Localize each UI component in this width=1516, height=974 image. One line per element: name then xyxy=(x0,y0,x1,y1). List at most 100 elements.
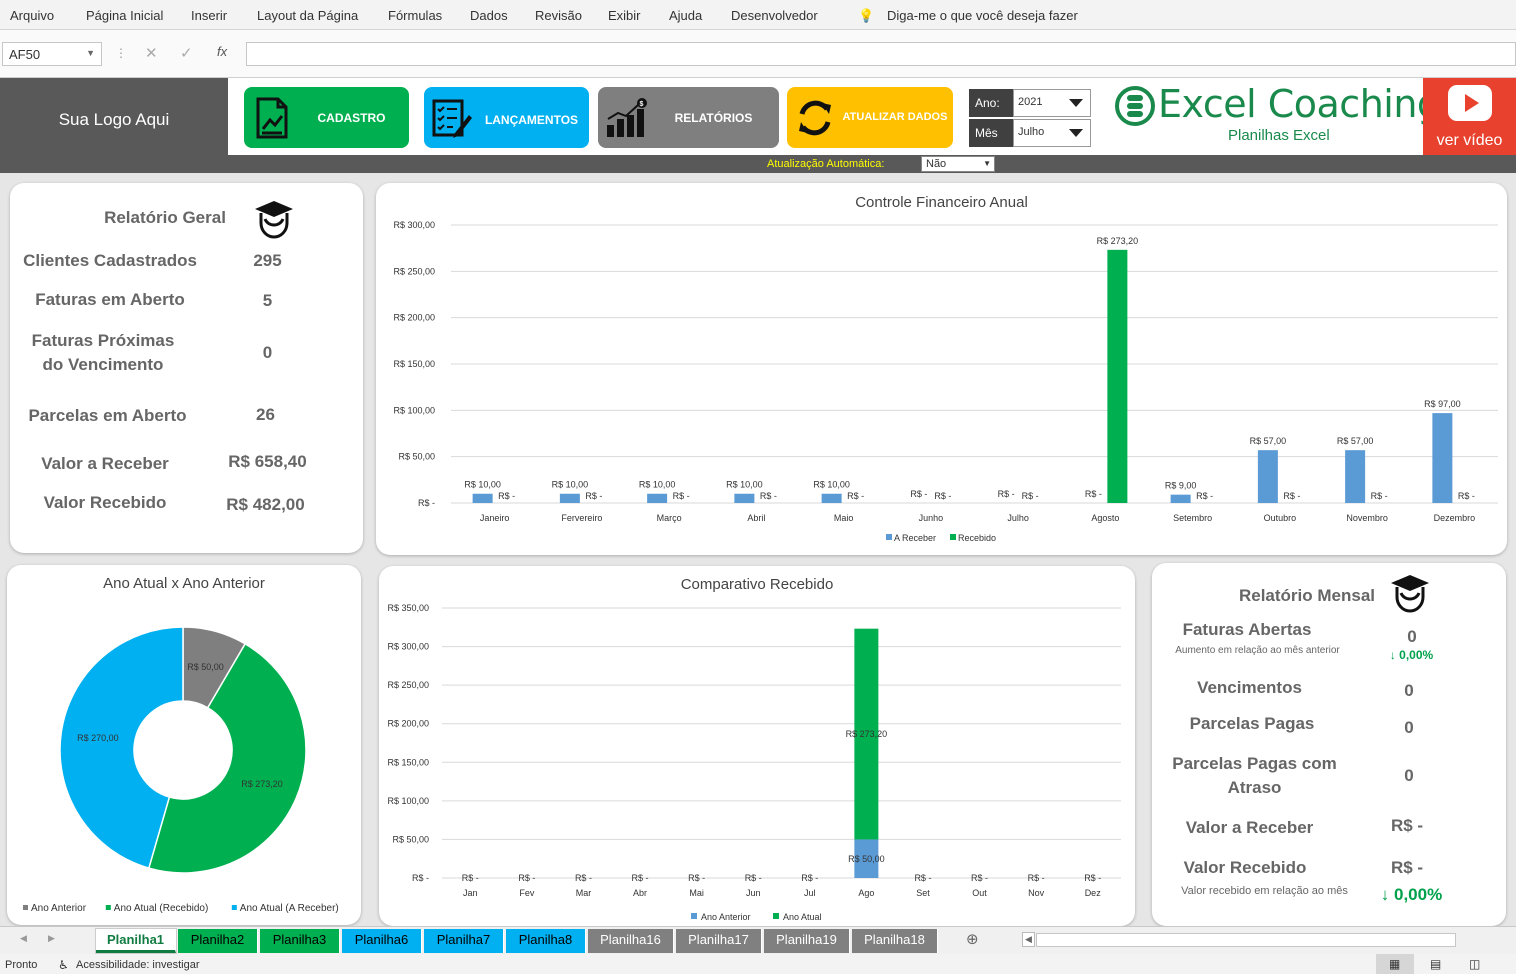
menu-revisao[interactable]: Revisão xyxy=(535,8,582,23)
chevron-down-icon[interactable]: ▼ xyxy=(983,159,991,168)
cancel-icon[interactable]: ✕ xyxy=(145,44,158,62)
data-label: R$ - xyxy=(688,873,705,883)
menu-layout[interactable]: Layout da Página xyxy=(257,8,358,23)
valor-recebido-label: Valor Recebido xyxy=(20,491,190,515)
sheet-tab-planilha3[interactable]: Planilha3 xyxy=(260,929,340,953)
grid-icon: ▦ xyxy=(1389,957,1400,971)
vencimentos-label: Vencimentos xyxy=(1172,676,1327,700)
sheet-tab-planilha17[interactable]: Planilha17 xyxy=(676,929,762,953)
lancamentos-button[interactable]: LANÇAMENTOS xyxy=(424,87,589,148)
y-tick-label: R$ 100,00 xyxy=(387,796,429,806)
cadastro-button[interactable]: CADASTRO xyxy=(244,87,409,148)
menu-arquivo[interactable]: Arquivo xyxy=(10,8,54,23)
chevron-down-icon[interactable] xyxy=(1069,99,1083,107)
ver-video-button[interactable]: ver vídeo xyxy=(1423,78,1516,155)
x-tick-label: Ago xyxy=(858,888,874,898)
x-tick-label: Novembro xyxy=(1346,513,1388,523)
chevron-down-icon[interactable] xyxy=(1069,129,1083,137)
add-sheet-icon[interactable]: ⊕ xyxy=(966,930,979,948)
sheet-tab-planilha8[interactable]: Planilha8 xyxy=(506,929,586,953)
name-box[interactable]: AF50 ▼ xyxy=(2,42,102,66)
bar-recebido xyxy=(1107,250,1127,503)
data-label: R$ - xyxy=(760,491,777,501)
data-label: R$ 270,00 xyxy=(77,733,119,743)
brand-name: Excel Coaching xyxy=(1158,82,1441,126)
sheet-tab-planilha7[interactable]: Planilha7 xyxy=(424,929,504,953)
y-tick-label: R$ 350,00 xyxy=(387,603,429,613)
y-tick-label: R$ 250,00 xyxy=(387,680,429,690)
sheet-tab-planilha19[interactable]: Planilha19 xyxy=(764,929,850,953)
chevron-down-icon[interactable]: ▼ xyxy=(86,48,95,58)
data-label: R$ - xyxy=(518,873,535,883)
data-label: R$ - xyxy=(1458,491,1475,501)
menu-ajuda[interactable]: Ajuda xyxy=(669,8,702,23)
formula-input[interactable] xyxy=(246,42,1516,66)
clientes-cadastrados-value: 295 xyxy=(220,251,315,271)
svg-text:$: $ xyxy=(640,101,644,108)
sheet-tab-planilha16[interactable]: Planilha16 xyxy=(588,929,674,953)
legend-entry: Ano Anterior xyxy=(701,912,751,922)
menu-dados[interactable]: Dados xyxy=(470,8,508,23)
valor-recebido-mensal-value: R$ - xyxy=(1372,858,1442,878)
data-label: R$ 50,00 xyxy=(848,854,885,864)
data-label: R$ - xyxy=(585,491,602,501)
data-label: R$ - xyxy=(1085,489,1102,499)
sheet-tab-planilha18[interactable]: Planilha18 xyxy=(852,929,938,953)
data-label: R$ 10,00 xyxy=(639,480,676,490)
bar-a-receber xyxy=(1171,495,1191,503)
more-icon: ⋮ xyxy=(115,46,127,60)
y-tick-label: R$ - xyxy=(418,498,435,508)
name-box-value: AF50 xyxy=(9,47,40,62)
faturas-proximas-label: Faturas Próximas do Vencimento xyxy=(28,329,178,377)
valor-receber-value: R$ 658,40 xyxy=(215,452,320,472)
youtube-play-icon xyxy=(1447,84,1493,122)
menu-formulas[interactable]: Fórmulas xyxy=(388,8,442,23)
parcelas-pagas-value: 0 xyxy=(1379,718,1439,738)
sheet-tab-planilha1[interactable]: Planilha1 xyxy=(96,929,176,953)
sheet-tab-planilha2[interactable]: Planilha2 xyxy=(178,929,258,953)
controle-financeiro-card: Controle Financeiro Anual R$ - R$ 50,00 R$… xyxy=(376,183,1507,555)
tell-me-search[interactable]: Diga-me o que você deseja fazer xyxy=(887,8,1078,23)
aumento-value: ↓ 0,00% xyxy=(1374,648,1449,662)
check-icon[interactable]: ✓ xyxy=(180,44,193,62)
data-label: R$ 273,20 xyxy=(846,729,888,739)
data-label: R$ 57,00 xyxy=(1337,436,1374,446)
y-tick-label: R$ 300,00 xyxy=(393,220,435,230)
relatorios-button[interactable]: $ RELATÓRIOS xyxy=(598,87,779,148)
y-tick-label: R$ 150,00 xyxy=(393,359,435,369)
x-tick-label: Nov xyxy=(1028,888,1045,898)
relatorio-mensal-card: Relatório Mensal Faturas Abertas 0 Aumen… xyxy=(1152,563,1506,926)
bar-chart-money-icon: $ xyxy=(604,96,648,140)
relatorio-mensal-title: Relatório Mensal xyxy=(1232,584,1382,608)
data-label: R$ 10,00 xyxy=(813,480,850,490)
menu-pagina-inicial[interactable]: Página Inicial xyxy=(86,8,163,23)
tab-scroll-right-icon[interactable]: ▶ xyxy=(48,933,55,944)
status-accessibility[interactable]: Acessibilidade: investigar xyxy=(76,959,200,971)
x-tick-label: Agosto xyxy=(1091,513,1119,523)
parcelas-aberto-label: Parcelas em Aberto xyxy=(20,404,195,428)
page-break-icon[interactable]: ◫ xyxy=(1469,957,1480,971)
atualizar-dados-button[interactable]: ATUALIZAR DADOS xyxy=(787,87,953,148)
x-tick-label: Maio xyxy=(834,513,854,523)
menu-desenvolvedor[interactable]: Desenvolvedor xyxy=(731,8,818,23)
ano-value: 2021 xyxy=(1018,96,1042,108)
x-tick-label: Junho xyxy=(919,513,944,523)
data-label: R$ 10,00 xyxy=(552,480,589,490)
bar-a-receber xyxy=(1258,450,1278,503)
sheet-tab-planilha6[interactable]: Planilha6 xyxy=(342,929,422,953)
legend-swatch xyxy=(106,905,111,910)
bar-a-receber xyxy=(560,494,580,503)
hscroll-left-icon[interactable]: ◀ xyxy=(1022,932,1035,947)
y-tick-label: R$ 200,00 xyxy=(387,719,429,729)
horizontal-scrollbar[interactable] xyxy=(1036,933,1456,947)
parcelas-aberto-value: 26 xyxy=(218,405,313,425)
auto-update-select[interactable]: Não ▼ xyxy=(921,156,995,172)
tab-scroll-left-icon[interactable]: ◀ xyxy=(20,933,27,944)
ver-video-label: ver vídeo xyxy=(1423,132,1516,150)
function-icon[interactable]: fx xyxy=(217,44,227,59)
page-layout-icon[interactable]: ▤ xyxy=(1430,957,1441,971)
data-label: R$ 273,20 xyxy=(241,779,283,789)
menu-exibir[interactable]: Exibir xyxy=(608,8,641,23)
controle-financeiro-chart: R$ - R$ 50,00 R$ 100,00 R$ 150,00 R$ 200,00 R… xyxy=(376,183,1507,555)
menu-inserir[interactable]: Inserir xyxy=(191,8,227,23)
